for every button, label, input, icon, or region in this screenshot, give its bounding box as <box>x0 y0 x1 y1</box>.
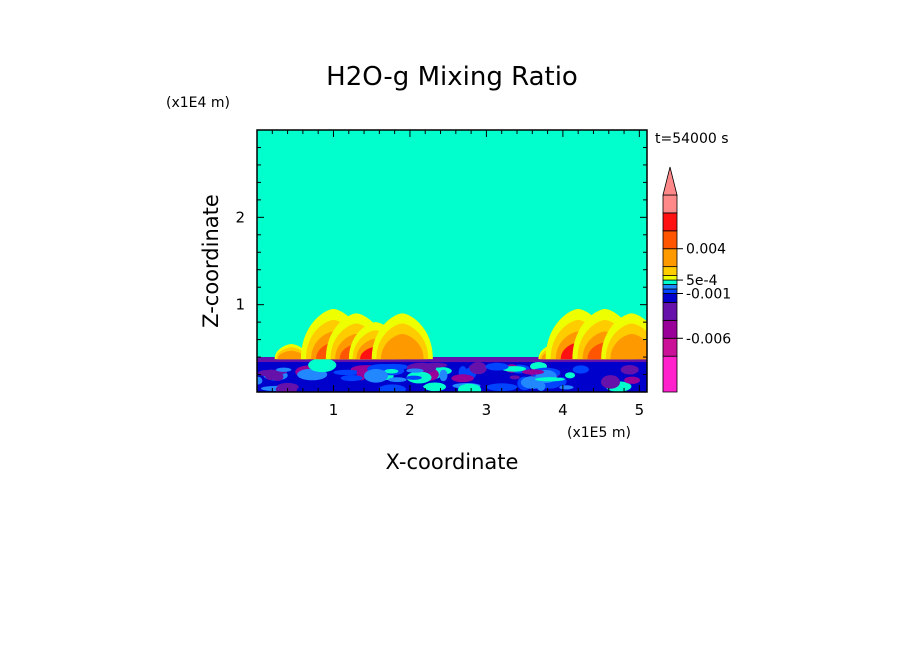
field-contours <box>257 130 647 392</box>
colorbar-label: -0.001 <box>686 287 731 303</box>
y-unit-label: (x1E4 m) <box>166 95 230 111</box>
axis-ticks: 1 2 3 4 5 1 2 <box>235 130 647 419</box>
boundary-layer-eddy <box>424 362 448 368</box>
boundary-layer-eddy <box>451 374 474 383</box>
x-axis-title: X-coordinate <box>386 450 519 474</box>
boundary-layer-eddy <box>564 372 576 379</box>
y-axis-title: Z-coordinate <box>199 194 223 328</box>
time-label: t=54000 s <box>655 131 729 147</box>
boundary-layer-eddy <box>275 384 298 392</box>
boundary-layer-eddy <box>378 384 407 392</box>
colorbar: 0.004 5e-4-0.001 -0.006 <box>662 166 731 393</box>
plume-contour <box>614 343 647 360</box>
colorbar-band <box>662 279 678 285</box>
boundary-layer-eddy <box>405 375 422 380</box>
boundary-layer-eddy <box>536 381 546 391</box>
boundary-layer-eddy <box>624 376 641 384</box>
colorbar-band <box>662 337 678 357</box>
colorbar-band <box>662 284 678 290</box>
plume-contour <box>279 354 304 360</box>
boundary-layer-eddy <box>308 358 337 373</box>
chart-title: H2O-g Mixing Ratio <box>326 62 578 92</box>
plume-contour <box>385 343 420 360</box>
x-tick-label: 3 <box>482 401 492 419</box>
plume <box>601 313 647 360</box>
boundary-layer-eddy <box>333 369 361 376</box>
colorbar-band <box>662 319 678 339</box>
x-tick-label: 4 <box>558 401 568 419</box>
colorbar-label: 5e-4 <box>686 273 718 289</box>
boundary-layer-eddy <box>439 369 448 382</box>
colorbar-band <box>662 302 678 321</box>
plume <box>274 343 309 360</box>
boundary-layer-eddy <box>271 372 284 382</box>
boundary-layer-eddy <box>388 377 407 383</box>
boundary-layer-eddy <box>276 367 292 372</box>
plume <box>371 313 433 360</box>
boundary-layer-eddy <box>384 368 399 374</box>
x-tick-label: 2 <box>405 401 415 419</box>
plume-group <box>274 309 647 360</box>
colorbar-extend-arrow <box>662 166 678 196</box>
boundary-layer-cap <box>257 357 647 363</box>
boundary-layer <box>257 357 647 392</box>
boundary-layer-eddy <box>469 362 487 375</box>
boundary-layer-eddy <box>457 383 482 392</box>
boundary-layer-eddy <box>509 375 520 380</box>
x-tick-label: 5 <box>635 401 645 419</box>
boundary-layer-eddy <box>522 369 545 375</box>
x-unit-label: (x1E5 m) <box>567 425 631 441</box>
colorbar-band <box>662 293 678 303</box>
boundary-layer-eddy <box>486 383 518 392</box>
colorbar-band <box>662 194 678 214</box>
colorbar-label: 0.004 <box>686 242 726 258</box>
boundary-layer-eddy <box>340 375 363 382</box>
boundary-layer-eddy <box>534 377 565 382</box>
y-tick-label: 1 <box>235 296 245 314</box>
y-tick-label: 2 <box>235 208 245 226</box>
boundary-layer-eddy <box>559 385 574 390</box>
colorbar-band <box>662 275 678 281</box>
colorbar-band <box>662 248 678 268</box>
boundary-layer-eddy <box>257 376 263 385</box>
colorbar-band <box>662 288 678 294</box>
boundary-layer-eddy <box>620 365 639 375</box>
boundary-layer-eddy <box>572 365 589 374</box>
colorbar-band <box>662 212 678 232</box>
colorbar-band <box>662 355 678 393</box>
boundary-layer-eddy <box>423 384 442 390</box>
x-tick-label: 1 <box>329 401 339 419</box>
colorbar-label: -0.006 <box>686 331 731 347</box>
boundary-layer-eddy <box>364 369 389 383</box>
boundary-layer-eddy <box>600 375 620 389</box>
boundary-layer-eddy <box>406 368 424 373</box>
boundary-layer-eddy <box>485 362 509 371</box>
colorbar-band <box>662 266 678 276</box>
colorbar-band <box>662 230 678 250</box>
plot-frame <box>256 129 648 393</box>
